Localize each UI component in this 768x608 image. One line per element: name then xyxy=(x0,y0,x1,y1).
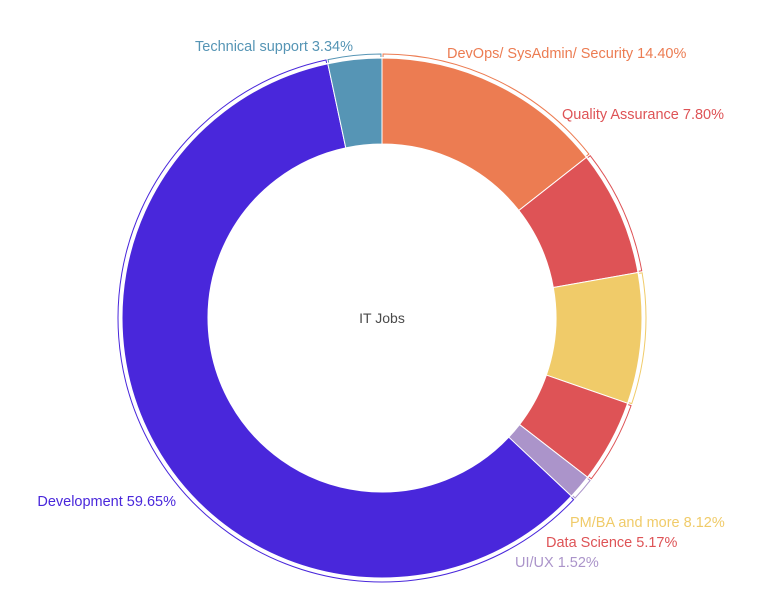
leader-line xyxy=(117,59,575,583)
data-label: Data Science 5.17% xyxy=(546,535,677,551)
data-label: Development 59.65% xyxy=(37,494,176,510)
donut-slice-development[interactable] xyxy=(121,63,573,579)
data-label: Technical support 3.34% xyxy=(195,39,353,55)
leader-line xyxy=(628,272,647,405)
leader-line xyxy=(382,53,590,157)
data-label: UI/UX 1.52% xyxy=(515,555,599,571)
donut-slice-technical-support[interactable] xyxy=(327,57,383,149)
data-label: PM/BA and more 8.12% xyxy=(570,515,725,531)
leader-line xyxy=(587,155,643,272)
leader-line xyxy=(572,478,591,499)
chart-title: IT Jobs xyxy=(359,310,405,326)
leader-line xyxy=(588,404,632,480)
data-label: DevOps/ SysAdmin/ Security 14.40% xyxy=(447,46,686,62)
data-label: Quality Assurance 7.80% xyxy=(562,107,724,123)
leader-line xyxy=(327,53,382,63)
